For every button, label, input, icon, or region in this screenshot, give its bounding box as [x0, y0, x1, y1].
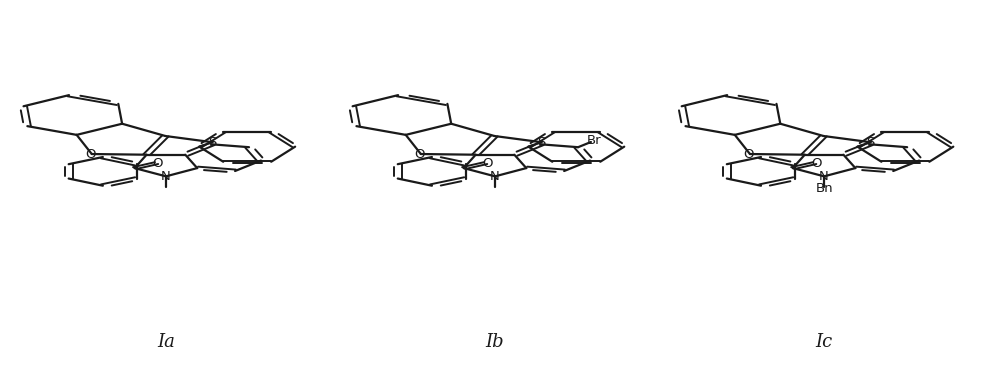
Text: Bn: Bn [815, 182, 833, 195]
Text: N: N [161, 170, 171, 183]
Text: N: N [490, 170, 500, 183]
Text: Ib: Ib [486, 333, 504, 351]
Text: S: S [537, 136, 545, 149]
Text: O: O [153, 157, 163, 170]
Text: Br: Br [587, 134, 601, 147]
Text: O: O [414, 147, 425, 161]
Text: N: N [819, 170, 829, 183]
Text: Ic: Ic [815, 333, 833, 351]
Text: O: O [743, 147, 754, 161]
Text: S: S [208, 136, 216, 149]
Text: S: S [866, 136, 875, 149]
Text: O: O [811, 157, 821, 170]
Text: O: O [482, 157, 492, 170]
Text: Ia: Ia [157, 333, 175, 351]
Text: O: O [85, 147, 96, 161]
